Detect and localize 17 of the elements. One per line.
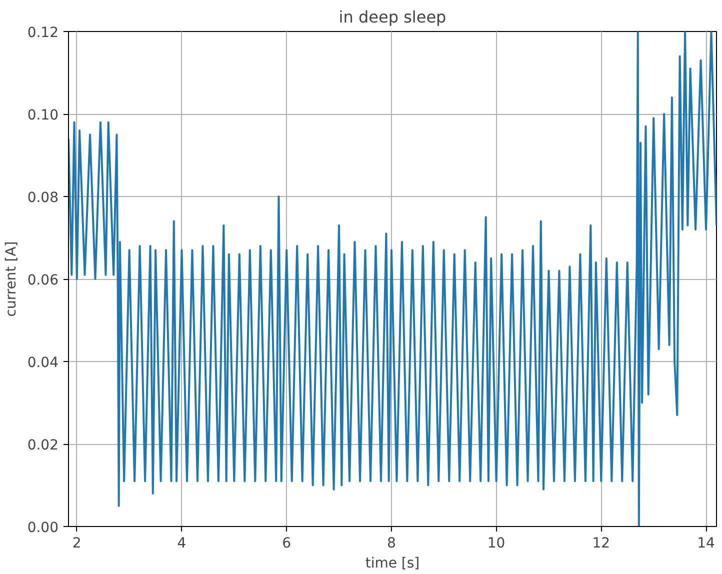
x-tick-label: 4: [177, 536, 186, 552]
y-tick-label: 0.02: [27, 438, 58, 454]
y-tick-label: 0.12: [27, 25, 58, 41]
y-tick-label: 0.00: [27, 520, 58, 536]
y-tick-label: 0.08: [27, 190, 58, 206]
x-tick-label: 8: [387, 536, 396, 552]
x-tick-label: 6: [282, 536, 292, 552]
x-tick-label: 10: [487, 536, 506, 552]
chart-title: in deep sleep: [338, 8, 446, 26]
y-tick-label: 0.04: [27, 355, 59, 371]
x-tick-label: 14: [697, 536, 716, 552]
x-axis-title: time [s]: [365, 556, 420, 572]
x-tick-label: 2: [72, 536, 82, 552]
x-tick-label: 12: [592, 536, 610, 552]
y-axis-title: current [A]: [3, 241, 20, 317]
y-tick-label: 0.10: [27, 108, 58, 124]
y-tick-label: 0.06: [27, 272, 59, 288]
